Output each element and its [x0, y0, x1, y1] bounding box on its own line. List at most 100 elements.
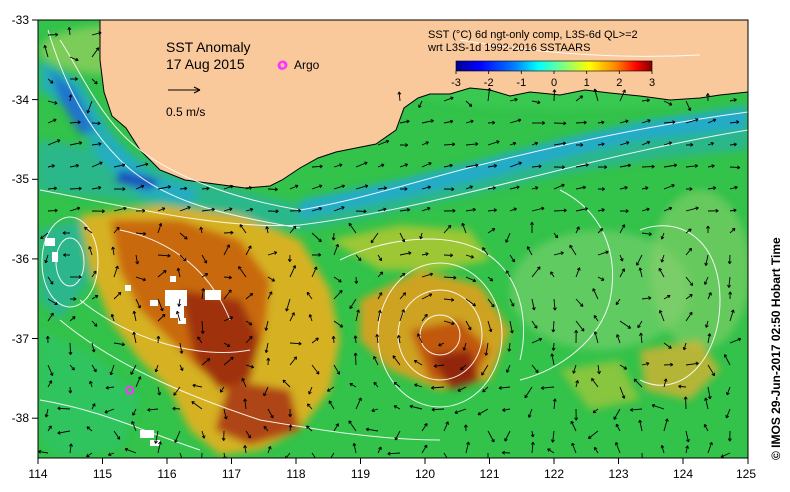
current-arrow — [443, 421, 449, 432]
current-arrow — [91, 186, 102, 190]
current-arrow — [267, 408, 274, 419]
current-arrow — [531, 364, 539, 373]
colorbar-tick: -1 — [516, 77, 526, 89]
current-arrow — [431, 386, 445, 389]
current-arrow — [547, 448, 555, 454]
current-arrow — [487, 276, 493, 282]
current-arrow-head — [405, 143, 409, 147]
current-arrow-head — [124, 447, 129, 452]
current-arrow-head — [145, 162, 149, 167]
current-arrow — [91, 143, 102, 146]
current-arrow-head — [68, 94, 73, 98]
current-arrow-head — [663, 378, 668, 382]
current-arrow-head — [131, 420, 135, 425]
current-arrow — [201, 288, 204, 300]
current-arrow — [245, 293, 253, 300]
current-arrow-head — [538, 337, 543, 342]
current-arrow-head — [563, 208, 567, 213]
current-arrow-head — [222, 456, 227, 458]
current-arrow-head — [404, 187, 408, 191]
current-arrow-head — [50, 80, 54, 84]
current-arrow-head — [387, 451, 391, 456]
current-arrow — [177, 268, 181, 278]
current-arrow-head — [378, 257, 383, 262]
x-tick-label: 116 — [157, 467, 176, 481]
current-arrow-head — [365, 427, 370, 432]
current-arrow-head — [243, 398, 248, 402]
current-arrow — [157, 314, 166, 322]
current-arrow-head — [385, 139, 390, 144]
current-arrow-head — [53, 118, 57, 123]
current-arrow — [245, 364, 254, 368]
current-arrow — [176, 311, 181, 322]
current-arrow — [44, 45, 49, 58]
x-tick-label: 121 — [479, 467, 499, 481]
current-arrow-head — [78, 275, 82, 279]
current-arrow — [641, 166, 655, 168]
current-arrow — [482, 247, 489, 256]
current-arrow-head — [115, 265, 119, 270]
current-arrow-head — [537, 266, 541, 270]
current-arrow-head — [575, 380, 580, 384]
current-arrow-head — [688, 228, 692, 232]
current-arrow-head — [475, 163, 479, 168]
current-arrow — [685, 362, 699, 366]
argo-float-marker[interactable] — [125, 385, 135, 395]
current-arrow — [69, 316, 76, 322]
current-arrow — [91, 342, 95, 353]
current-arrow-head — [273, 251, 278, 255]
current-arrow — [414, 383, 423, 388]
current-arrow-head — [647, 119, 651, 123]
current-arrow-head — [122, 187, 126, 191]
current-arrow-head — [733, 208, 737, 213]
current-arrow — [661, 445, 665, 454]
current-arrow — [506, 364, 511, 373]
current-arrow-head — [353, 335, 358, 339]
current-arrow-head — [574, 329, 579, 334]
current-arrow-head — [51, 164, 55, 168]
current-arrow — [89, 380, 93, 388]
current-arrow-head — [201, 435, 206, 439]
current-arrow-head — [605, 250, 609, 255]
current-arrow-head — [686, 438, 690, 443]
colorbar-tick: -3 — [451, 77, 461, 89]
current-arrow — [220, 386, 225, 393]
current-arrow — [223, 232, 234, 234]
colorbar-title-line2: wrt L3S-1d 1992-2016 SSTAARS — [427, 42, 590, 54]
current-arrow — [355, 309, 360, 322]
current-arrow — [69, 364, 75, 371]
current-arrow-head — [667, 294, 671, 299]
colorbar-title-line1: SST (°C) 6d ngt-only comp, L3S-6d QL>=2 — [428, 29, 638, 41]
plot-frame — [37, 19, 749, 459]
current-arrow-head — [604, 165, 608, 169]
current-arrow-head — [201, 288, 206, 292]
current-arrow-head — [593, 331, 598, 335]
current-arrow — [69, 56, 79, 61]
current-arrow-head — [69, 443, 73, 447]
current-arrow — [135, 254, 139, 265]
current-arrow — [245, 430, 251, 439]
current-arrow — [113, 265, 119, 278]
current-arrow — [457, 386, 467, 392]
current-arrow — [639, 420, 643, 432]
current-arrow-head — [507, 348, 512, 352]
current-arrow-head — [78, 141, 83, 145]
current-arrow-head — [449, 253, 454, 258]
current-arrow-head — [720, 454, 725, 458]
current-arrow — [465, 276, 476, 282]
colorbar-tick: -2 — [484, 77, 494, 89]
current-arrow-head — [622, 89, 626, 93]
current-arrow — [201, 452, 203, 458]
current-arrow — [244, 445, 247, 454]
argo-legend-label: Argo — [294, 58, 320, 72]
current-arrow-head — [392, 355, 396, 359]
current-arrow — [615, 423, 621, 432]
current-arrow — [454, 408, 467, 414]
current-arrow — [575, 267, 581, 278]
current-arrow — [685, 207, 699, 212]
current-arrow — [398, 91, 401, 102]
current-arrow-head — [715, 208, 719, 213]
current-arrow-head — [50, 312, 54, 317]
current-arrow — [394, 430, 401, 441]
current-arrow — [553, 398, 556, 410]
